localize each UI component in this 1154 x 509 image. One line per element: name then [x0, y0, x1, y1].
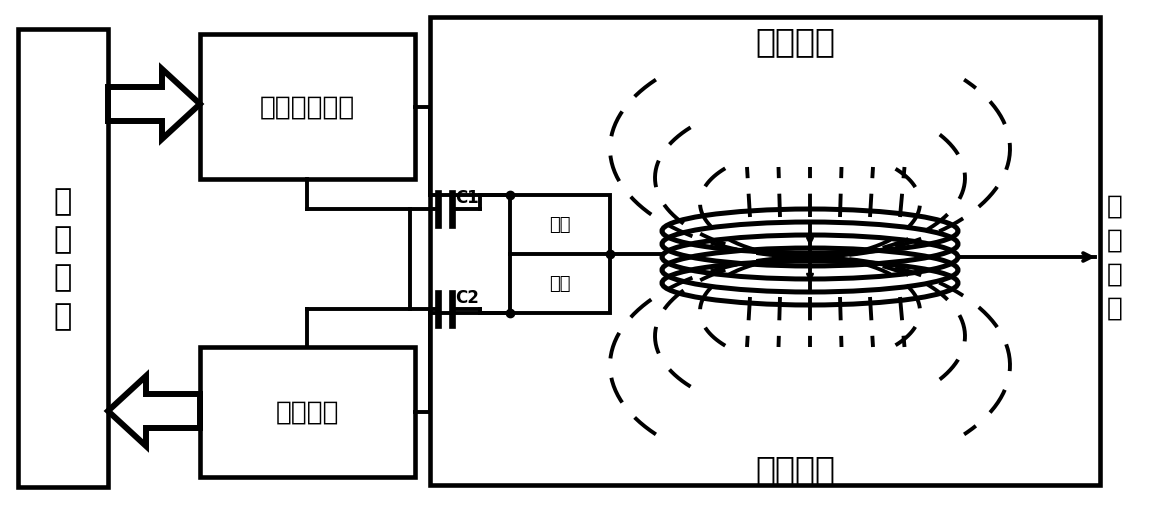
Polygon shape — [108, 70, 200, 140]
Text: 信号收发电路: 信号收发电路 — [260, 94, 355, 120]
Text: 充电电路: 充电电路 — [276, 399, 339, 425]
Bar — [200, 35, 415, 180]
Text: 开关: 开关 — [549, 275, 571, 293]
Text: 数控: 数控 — [549, 216, 571, 234]
Text: 充
电
电
源: 充 电 电 源 — [54, 187, 73, 330]
Text: C2: C2 — [455, 289, 479, 306]
Text: C1: C1 — [455, 189, 479, 207]
Polygon shape — [108, 376, 200, 446]
Bar — [18, 30, 108, 487]
Bar — [200, 347, 415, 477]
Text: 信息传输: 信息传输 — [755, 25, 835, 59]
Text: 耦
合
线
圈: 耦 合 线 圈 — [1107, 193, 1123, 321]
Bar — [430, 18, 1100, 485]
Bar — [510, 195, 610, 314]
Text: 能量传输: 能量传输 — [755, 453, 835, 486]
